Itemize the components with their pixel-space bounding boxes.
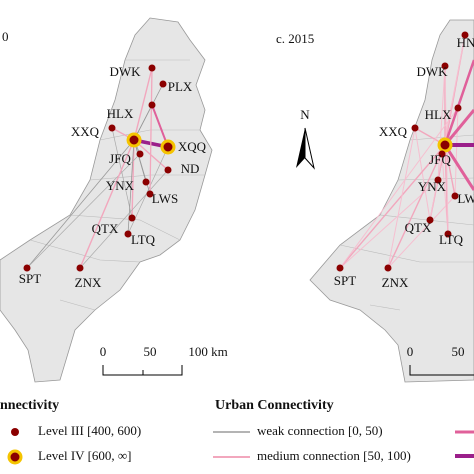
city-label: ZNX bbox=[75, 275, 102, 290]
city-major bbox=[160, 139, 176, 155]
city bbox=[136, 150, 144, 158]
city-label: YNX bbox=[106, 178, 135, 193]
city bbox=[124, 230, 132, 238]
connection bbox=[149, 67, 153, 195]
city bbox=[434, 176, 442, 184]
city-major bbox=[126, 132, 142, 148]
city bbox=[411, 124, 419, 132]
north-label: N bbox=[300, 107, 310, 122]
city-label: YNX bbox=[418, 179, 447, 194]
city-label: DWK bbox=[416, 64, 448, 79]
city-label: LTQ bbox=[131, 232, 156, 247]
city-label: XQQ bbox=[178, 139, 207, 154]
scale-bar bbox=[102, 365, 183, 376]
city-label: JFQ bbox=[429, 152, 451, 167]
connection bbox=[443, 144, 474, 191]
city bbox=[159, 80, 167, 88]
legend-title: nnectivity bbox=[0, 398, 59, 413]
connection bbox=[387, 127, 416, 269]
city-label: SPT bbox=[334, 273, 356, 288]
city-label: LW bbox=[457, 191, 474, 206]
city bbox=[444, 230, 452, 238]
city bbox=[336, 264, 344, 272]
map-title: c. 2015 bbox=[276, 31, 314, 46]
scale-label: 100 km bbox=[188, 344, 227, 359]
north-arrow bbox=[304, 127, 315, 170]
city-label: QTX bbox=[92, 221, 119, 236]
connection bbox=[111, 127, 133, 219]
city-label: SPT bbox=[19, 271, 41, 286]
city-label: ZNX bbox=[382, 275, 409, 290]
city bbox=[164, 166, 172, 174]
city-label: LWS bbox=[152, 191, 178, 206]
scale-label: 50 bbox=[144, 344, 157, 359]
legend-label: Level IV [600, ∞] bbox=[38, 448, 132, 463]
city bbox=[146, 190, 154, 198]
scale-bar bbox=[409, 365, 474, 376]
city bbox=[148, 101, 156, 109]
city bbox=[76, 264, 84, 272]
connection bbox=[26, 139, 135, 269]
city-label: QTX bbox=[405, 220, 432, 235]
scale-label: 50 bbox=[452, 344, 465, 359]
connection bbox=[133, 67, 153, 141]
city-label: JFQ bbox=[109, 151, 131, 166]
north-arrow bbox=[296, 128, 305, 168]
connection bbox=[414, 127, 431, 221]
city bbox=[441, 62, 449, 70]
connection bbox=[339, 144, 446, 269]
map-title: 0 bbox=[2, 29, 9, 44]
legend-marker bbox=[7, 449, 23, 465]
city bbox=[461, 31, 469, 39]
city bbox=[384, 264, 392, 272]
connection bbox=[79, 139, 135, 269]
connection bbox=[387, 195, 456, 269]
region-left bbox=[0, 17, 213, 383]
scale-label: 0 bbox=[100, 344, 107, 359]
connection bbox=[131, 139, 135, 219]
region-right bbox=[309, 19, 474, 383]
legend-label: weak connection [0, 50) bbox=[257, 423, 383, 438]
connection bbox=[429, 34, 466, 221]
legend-marker bbox=[11, 428, 19, 436]
city bbox=[142, 178, 150, 186]
city bbox=[108, 124, 116, 132]
city-label: HLX bbox=[425, 107, 452, 122]
city bbox=[426, 216, 434, 224]
legend-label: Level III [400, 600) bbox=[38, 423, 141, 438]
city-label: PLX bbox=[168, 79, 193, 94]
city bbox=[23, 264, 31, 272]
city-label: LTQ bbox=[439, 232, 464, 247]
city bbox=[148, 64, 156, 72]
city-label: DWK bbox=[109, 64, 141, 79]
city-label: HN bbox=[457, 35, 474, 50]
legend-title: Urban Connectivity bbox=[215, 398, 334, 413]
connection bbox=[437, 65, 446, 181]
connection bbox=[443, 59, 474, 146]
city bbox=[454, 104, 462, 112]
city-label: ND bbox=[181, 161, 200, 176]
city bbox=[438, 150, 446, 158]
city-major bbox=[437, 137, 453, 153]
connection bbox=[339, 107, 459, 269]
connection bbox=[79, 169, 169, 269]
connection bbox=[26, 153, 141, 269]
connection bbox=[443, 109, 474, 146]
connection bbox=[454, 107, 459, 197]
connection bbox=[387, 144, 446, 269]
scale-label: 0 bbox=[407, 344, 414, 359]
city-label: XXQ bbox=[379, 124, 408, 139]
city bbox=[128, 214, 136, 222]
city-label: XXQ bbox=[71, 124, 100, 139]
city-label: HLX bbox=[107, 106, 134, 121]
city bbox=[451, 192, 459, 200]
legend-label: medium connection [50, 100) bbox=[257, 448, 411, 463]
